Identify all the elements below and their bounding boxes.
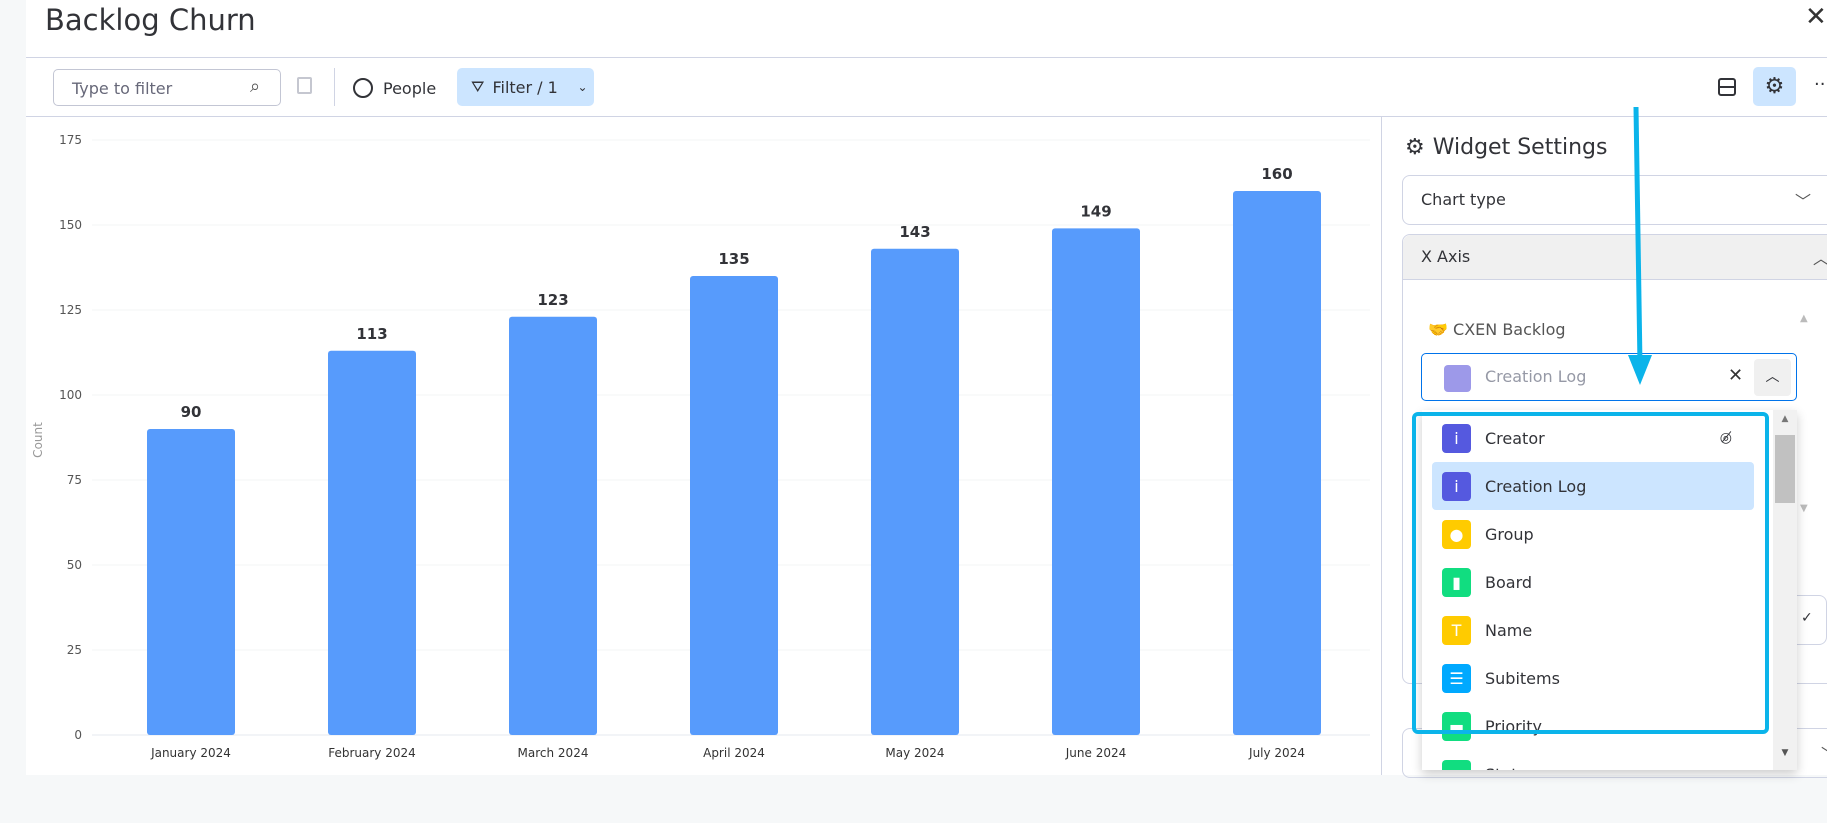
board-label: 🤝 CXEN Backlog (1428, 320, 1566, 339)
data-label: 149 (1080, 202, 1111, 220)
divider (26, 116, 1827, 117)
gear-icon: ⚙ (1764, 74, 1785, 99)
chevron-up-icon: ︿ (1813, 245, 1827, 269)
person-icon (353, 78, 373, 98)
y-tick-label: 100 (59, 388, 82, 402)
bar (1052, 228, 1140, 735)
scrollbar-thumb[interactable] (1775, 435, 1795, 503)
y-tick-label: 0 (74, 728, 82, 742)
subitems-icon: ☰ (1442, 663, 1471, 693)
filter-label: Filter / 1 (492, 77, 558, 97)
handshake-icon: 🤝 (1428, 320, 1448, 339)
people-label: People (383, 78, 437, 98)
x-axis-label: X Axis (1421, 247, 1471, 266)
settings-title: ⚙ Widget Settings (1405, 135, 1607, 160)
more-icon[interactable]: ·· (1814, 74, 1826, 95)
filter-icon: ⛛ (471, 77, 485, 96)
save-icon[interactable] (297, 77, 312, 94)
status-icon: ▬ (1442, 759, 1471, 770)
chevron-up-icon[interactable]: ︿ (1754, 359, 1791, 396)
dropdown-option[interactable]: ● Group (1432, 510, 1754, 558)
column-select[interactable]: Creation Log ✕ ︿ (1421, 353, 1797, 401)
option-label: Creator (1485, 428, 1545, 448)
data-label: 113 (356, 325, 387, 343)
info-icon (1444, 365, 1471, 392)
x-tick-label: February 2024 (328, 746, 416, 760)
info-icon: i (1442, 471, 1471, 501)
data-label: 135 (718, 250, 749, 268)
filter-dropdown-button[interactable]: ⌄ (571, 68, 594, 106)
bar (328, 350, 416, 735)
dropdown-option[interactable]: i Creation Log (1432, 462, 1754, 510)
text-icon: T (1442, 615, 1471, 645)
search-icon: ⌕ (250, 76, 261, 97)
y-axis-label: Count (31, 422, 45, 458)
board-icon: ▮ (1442, 567, 1471, 597)
bar (147, 429, 235, 735)
dropdown-option[interactable]: i Creator ◎̸ (1432, 414, 1754, 462)
bar (690, 276, 778, 735)
close-icon[interactable]: ✕ (1805, 2, 1827, 32)
hidden-eye-icon[interactable]: ◎̸ (1719, 430, 1732, 446)
gear-icon: ⚙ (1405, 135, 1425, 160)
option-label: Name (1485, 620, 1533, 640)
x-tick-label: May 2024 (885, 746, 944, 760)
bar (871, 248, 959, 736)
arrow-annotation (1628, 106, 1652, 385)
scroll-down-icon[interactable]: ▼ (1800, 503, 1808, 514)
x-tick-label: July 2024 (1248, 746, 1305, 760)
x-axis-header[interactable]: X Axis ︿ (1403, 235, 1827, 280)
option-label: Priority (1485, 716, 1542, 736)
option-label: Creation Log (1485, 476, 1587, 496)
option-label: Group (1485, 524, 1534, 544)
option-label: Board (1485, 572, 1533, 592)
divider (334, 68, 335, 106)
data-label: 143 (899, 223, 930, 241)
bar-chart: 0 25 50 75 100 125 150 175 Count 90 January 2024 11… (31, 133, 1370, 760)
dropdown-option[interactable]: ▮ Board (1432, 558, 1754, 606)
y-tick-label: 75 (67, 473, 82, 487)
settings-title-text: Widget Settings (1432, 135, 1608, 160)
layout-icon[interactable] (1718, 78, 1736, 96)
bar (1233, 191, 1321, 735)
board-name: CXEN Backlog (1453, 320, 1566, 339)
circle-icon: ● (1442, 519, 1471, 549)
selected-column: Creation Log (1485, 367, 1587, 386)
y-tick-label: 25 (67, 643, 82, 657)
y-tick-label: 125 (59, 303, 82, 317)
x-tick-label: March 2024 (518, 746, 589, 760)
divider (26, 57, 1827, 58)
bar (509, 316, 597, 735)
chevron-down-icon: ﹀ (1794, 192, 1811, 211)
filter-input[interactable]: Type to filter (53, 69, 281, 106)
y-tick-label: 150 (59, 218, 82, 232)
clear-icon[interactable]: ✕ (1728, 365, 1744, 386)
dropdown-option[interactable]: ▬ Priority (1432, 702, 1754, 750)
checkbox-field[interactable]: ✓ (1797, 595, 1827, 645)
info-icon: i (1442, 423, 1471, 453)
dropdown-option[interactable]: ▬ Status (1432, 750, 1754, 770)
scroll-up-icon[interactable]: ▲ (1800, 313, 1808, 324)
option-label: Status (1485, 765, 1536, 771)
dropdown-option[interactable]: ☰ Subitems (1432, 654, 1754, 702)
option-label: Subitems (1485, 668, 1560, 688)
data-label: 160 (1261, 165, 1292, 183)
status-icon: ▬ (1442, 711, 1471, 741)
y-tick-label: 175 (59, 133, 82, 147)
chart-type-section[interactable]: Chart type ﹀ (1402, 175, 1827, 225)
data-label: 123 (537, 291, 568, 309)
filter-button[interactable]: ⛛ Filter / 1 (457, 68, 571, 106)
people-button[interactable]: People (353, 70, 436, 106)
page-title: Backlog Churn (45, 3, 256, 37)
dropdown-option[interactable]: T Name (1432, 606, 1754, 654)
column-dropdown-list: i Creator ◎̸ i Creation Log ● Group ▮ Board T Name… (1422, 410, 1797, 770)
x-tick-label: June 2024 (1065, 746, 1127, 760)
data-label: 90 (181, 403, 202, 421)
x-tick-label: January 2024 (150, 746, 231, 760)
settings-button[interactable]: ⚙ (1753, 67, 1796, 106)
chart-type-label: Chart type (1421, 190, 1506, 209)
chevron-down-icon: ﹀ (1821, 741, 1827, 765)
y-tick-label: 50 (67, 558, 82, 572)
x-tick-label: April 2024 (703, 746, 765, 760)
